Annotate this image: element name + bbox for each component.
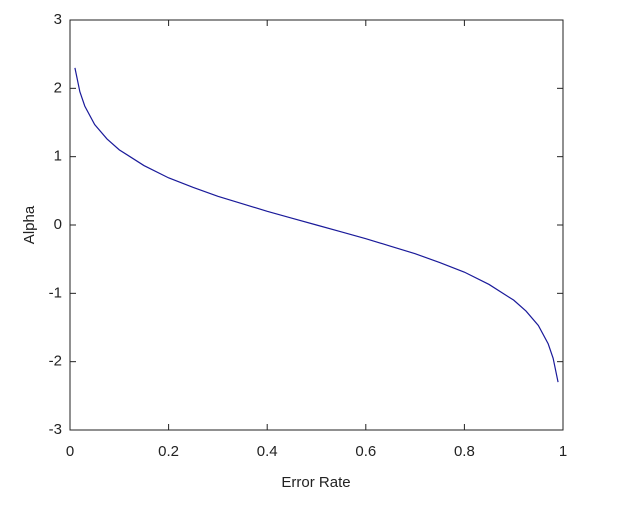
y-tick-label: 1: [54, 148, 62, 165]
x-axis-label: Error Rate: [281, 474, 350, 491]
y-tick-label: 2: [54, 79, 62, 96]
y-axis-label: Alpha: [21, 205, 38, 244]
x-tick-label: 0.8: [454, 443, 475, 460]
x-tick-label: 1: [559, 443, 567, 460]
x-tick-label: 0.4: [257, 443, 278, 460]
x-tick-label: 0: [66, 443, 74, 460]
y-tick-label: -1: [49, 284, 62, 301]
x-tick-label: 0.6: [355, 443, 376, 460]
x-tick-label: 0.2: [158, 443, 179, 460]
y-tick-label: 3: [54, 11, 62, 28]
y-tick-label: -2: [49, 353, 62, 370]
y-tick-label: -3: [49, 421, 62, 438]
y-tick-label: 0: [54, 216, 62, 233]
data-line: [74, 67, 559, 383]
